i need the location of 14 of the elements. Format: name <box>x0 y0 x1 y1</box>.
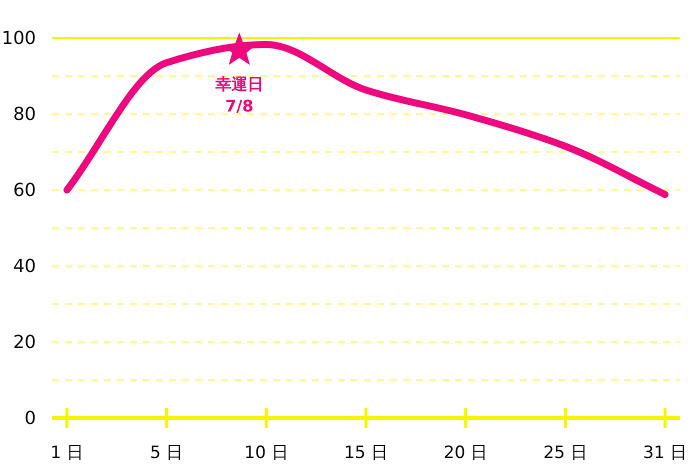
x-tick-label: 15 日 <box>344 443 388 463</box>
x-tick-label: 1 日 <box>50 443 84 463</box>
y-tick-label: 60 <box>13 180 36 201</box>
y-tick-label: 40 <box>13 256 36 277</box>
y-tick-label: 0 <box>24 408 36 429</box>
x-tick-label: 5 日 <box>150 443 184 463</box>
x-tick-label: 20 日 <box>444 443 488 463</box>
y-tick-label: 80 <box>13 104 36 125</box>
x-tick-label: 10 日 <box>244 443 288 463</box>
annotation: 幸運日 7/8 <box>214 74 264 116</box>
y-tick-label: 100 <box>2 28 36 49</box>
x-tick-label: 31 日 <box>643 443 688 463</box>
y-tick-label: 20 <box>13 332 36 353</box>
x-tick-label: 25 日 <box>543 443 588 463</box>
